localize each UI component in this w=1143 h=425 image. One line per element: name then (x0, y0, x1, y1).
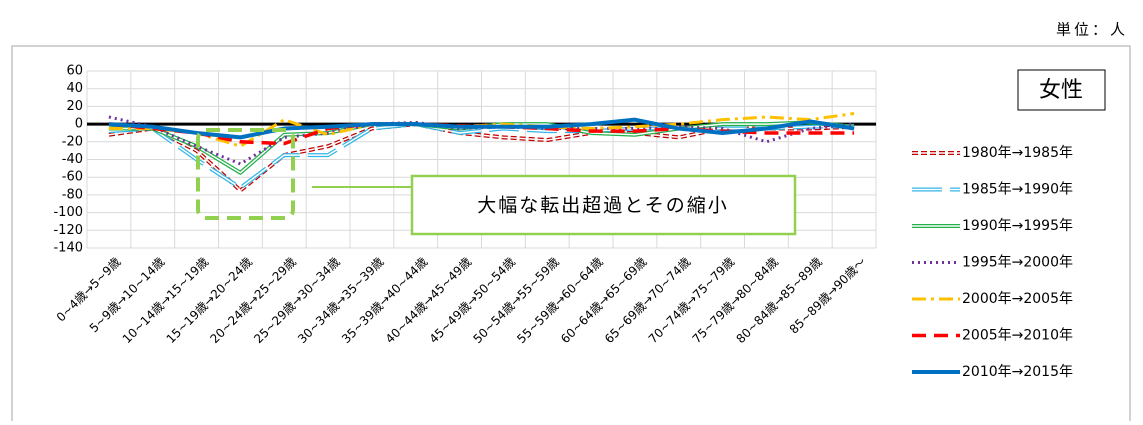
x-tick-label: 50~54歳→55~59歳 (470, 255, 561, 346)
y-tick-label: -100 (53, 205, 83, 220)
x-tick-label: 85~89歳→90歳～ (787, 255, 869, 337)
legend-label: 2005年→2010年 (962, 328, 1073, 344)
unit-label: 単位：人 (1056, 21, 1128, 39)
y-tick-label: -140 (53, 241, 83, 256)
x-tick-label: 10~14歳→15~19歳 (120, 255, 211, 346)
y-tick-label: 40 (66, 81, 83, 96)
x-tick-label: 30~34歳→35~39歳 (295, 255, 386, 346)
legend-label: 1990年→1995年 (962, 218, 1073, 234)
x-tick-label: 65~69歳→70~74歳 (602, 255, 693, 346)
x-tick-label: 60~64歳→65~69歳 (558, 255, 649, 346)
chart-title: 女性 (1039, 78, 1083, 103)
y-tick-label: -40 (62, 152, 83, 167)
x-tick-label: 55~59歳→60~64歳 (514, 255, 605, 346)
x-tick-label: 20~24歳→25~29歳 (207, 255, 298, 346)
x-tick-label: 40~44歳→45~49歳 (383, 255, 474, 346)
annotation: 大幅な転出超過とその縮小 (477, 195, 728, 217)
y-tick-label: 0 (75, 117, 83, 132)
legend-label: 1985年→1990年 (962, 182, 1073, 198)
legend-label: 2000年→2005年 (962, 291, 1073, 307)
chart-frame (11, 45, 1131, 425)
legend-label: 2010年→2015年 (962, 364, 1073, 380)
x-tick-label: 15~19歳→20~24歳 (164, 255, 255, 346)
x-tick-label: 75~79歳→80~84歳 (690, 255, 781, 346)
x-tick-label: 70~74歳→75~79歳 (646, 255, 737, 346)
legend-label: 1995年→2000年 (962, 255, 1073, 271)
y-tick-label: 60 (66, 64, 83, 79)
x-tick-label: 5~9歳→10~14歳 (87, 255, 168, 336)
annotation-box (410, 174, 797, 236)
y-tick-label: -20 (62, 134, 83, 149)
y-tick-label: -60 (62, 170, 83, 185)
y-tick-label: -80 (62, 187, 83, 202)
x-tick-label: 35~39歳→40~44歳 (339, 255, 430, 346)
x-tick-label: 45~49歳→50~54歳 (427, 255, 518, 346)
x-tick-label: 25~29歳→30~34歳 (251, 255, 342, 346)
y-tick-label: -120 (53, 223, 83, 238)
title-box (1017, 69, 1106, 111)
y-tick-label: 20 (66, 99, 83, 114)
legend-label: 1980年→1985年 (962, 145, 1073, 161)
series-line (108, 117, 855, 140)
x-tick-label: 80~84歳→85~89歳 (733, 255, 824, 346)
series-line-inner (108, 123, 855, 189)
